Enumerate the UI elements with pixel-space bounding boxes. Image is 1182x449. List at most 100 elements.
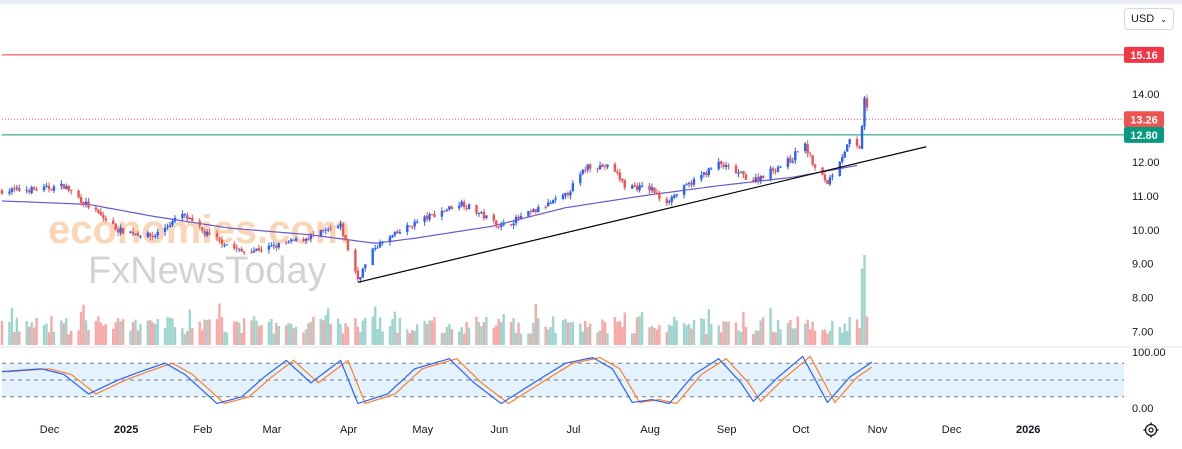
volume-bar	[598, 330, 602, 345]
candle	[640, 185, 644, 187]
candle	[0, 190, 4, 194]
price-tick: 10.00	[1132, 225, 1160, 237]
chevron-down-icon: ⌄	[1160, 14, 1167, 24]
volume-bar	[252, 316, 256, 345]
candle	[586, 164, 589, 170]
volume-bar	[250, 320, 253, 345]
candle	[596, 168, 599, 170]
volume-bar	[307, 323, 310, 345]
candle	[79, 197, 83, 203]
volume-bar	[502, 313, 505, 345]
volume-bar	[84, 320, 88, 345]
volume-bar	[285, 325, 288, 345]
candle	[272, 244, 276, 246]
volume-bar	[411, 329, 414, 345]
volume-bar	[727, 321, 730, 345]
candle	[139, 236, 142, 238]
volume-bar	[94, 320, 98, 345]
candle	[364, 264, 367, 269]
volume-bar	[336, 318, 340, 345]
volume-bar	[561, 320, 565, 345]
time-axis-label: Oct	[792, 424, 809, 436]
candle	[67, 185, 70, 191]
volume-bar	[554, 332, 557, 345]
volume-bar	[532, 322, 535, 345]
volume-bar	[255, 320, 258, 345]
candle	[240, 248, 243, 252]
candle	[97, 209, 100, 213]
candle	[156, 231, 159, 236]
volume-bar	[863, 255, 866, 345]
volume-bar	[149, 320, 152, 345]
candle	[116, 229, 120, 233]
candle	[69, 189, 73, 191]
candle	[42, 186, 46, 191]
volume-bar	[571, 321, 575, 345]
candle	[843, 151, 846, 158]
time-axis-label: Apr	[340, 424, 357, 436]
candle	[423, 216, 426, 222]
volume-bar	[440, 333, 444, 345]
candle	[191, 217, 194, 221]
volume-bar	[465, 321, 468, 345]
currency-selector[interactable]: USD ⌄	[1124, 8, 1174, 30]
volume-bar	[546, 329, 550, 345]
candle	[717, 161, 720, 169]
candle	[482, 212, 486, 219]
volume-bar	[215, 318, 219, 345]
volume-bar	[233, 321, 236, 345]
candle	[566, 193, 570, 195]
volume-bar	[205, 319, 209, 345]
candle	[344, 235, 347, 240]
candle	[356, 270, 360, 280]
volume-bar	[356, 326, 360, 345]
time-axis-label: Jun	[490, 424, 508, 436]
volume-bar	[690, 328, 693, 345]
volume-bar	[168, 317, 172, 345]
stochastic-tick: 100.00	[1132, 347, 1166, 359]
currency-label: USD	[1131, 13, 1155, 25]
volume-bar	[828, 330, 832, 345]
candle	[613, 163, 617, 172]
volume-bar	[181, 328, 184, 345]
volume-bar	[396, 332, 399, 345]
candle	[322, 230, 325, 232]
candle	[62, 184, 65, 189]
price-axis[interactable]: 15.16 13.26 12.80 7.00 8.00 9.00 10.00 11.00 12.…	[0, 46, 1182, 415]
candle	[855, 138, 859, 146]
candle	[551, 199, 555, 204]
volume-bar	[97, 316, 100, 345]
candle	[655, 192, 659, 194]
candle	[430, 213, 434, 215]
volume-bar	[843, 323, 846, 345]
volume-bar	[596, 332, 599, 345]
candle	[722, 164, 725, 167]
candle	[149, 233, 152, 237]
candle	[502, 223, 505, 225]
trendline[interactable]	[357, 146, 927, 283]
candle	[803, 143, 807, 151]
volume-bar	[534, 304, 538, 345]
candle	[616, 171, 619, 173]
candle	[415, 221, 419, 223]
volume-bar	[30, 322, 33, 345]
volume-bar	[156, 318, 159, 345]
volume-bar	[134, 319, 137, 345]
time-axis[interactable]: Dec 2025 Feb Mar Apr May Jun Jul Aug Sep Oct Nov Dec…	[40, 424, 1041, 436]
volume-bar	[739, 331, 743, 345]
candle	[15, 187, 19, 189]
candle	[737, 172, 740, 174]
candle	[517, 216, 520, 219]
candle	[163, 227, 167, 232]
volume-bar	[848, 316, 851, 345]
volume-bar	[806, 319, 809, 345]
candle	[119, 227, 122, 234]
candle	[846, 144, 849, 152]
candle	[171, 221, 174, 226]
gear-icon[interactable]	[1143, 422, 1159, 438]
volume-bar	[60, 320, 63, 345]
volume-bar	[569, 322, 572, 345]
candle	[84, 201, 88, 204]
candle	[443, 210, 446, 212]
